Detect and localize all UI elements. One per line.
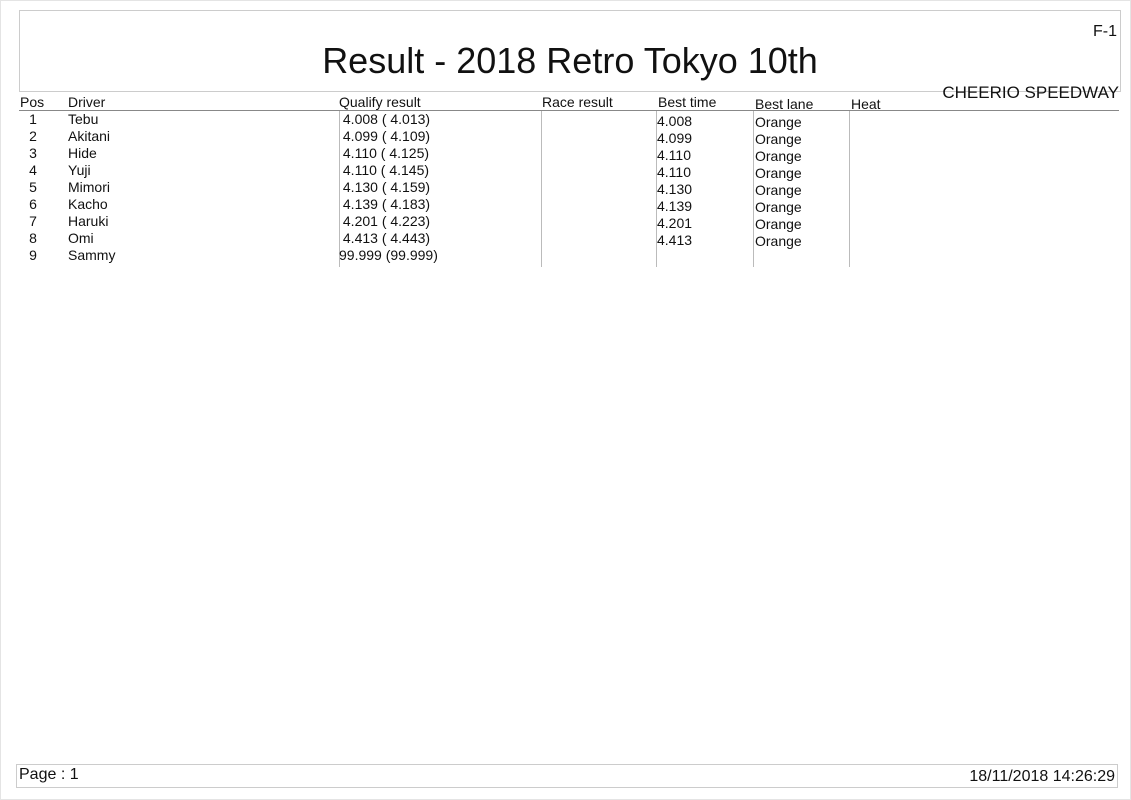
cell-best-time: 4.110 [657, 147, 691, 163]
column-header-driver: Driver [68, 94, 106, 110]
cell-qualify: 4.130 ( 4.159) [339, 179, 431, 195]
cell-best-time: 4.201 [657, 215, 693, 231]
cell-pos: 4 [29, 162, 37, 178]
cell-best-lane: Orange [755, 148, 802, 164]
cell-best-lane: Orange [755, 216, 802, 232]
report-title: Result - 2018 Retro Tokyo 10th [322, 40, 818, 81]
cell-best-time: 4.413 [657, 232, 693, 248]
column-divider [541, 111, 542, 267]
cell-best-time: 4.110 [657, 164, 691, 180]
column-header-best-lane: Best lane [755, 96, 814, 112]
cell-driver: Yuji [68, 162, 91, 178]
cell-best-lane: Orange [755, 114, 802, 130]
column-divider [656, 111, 657, 267]
cell-qualify: 4.110 ( 4.125) [339, 145, 430, 161]
report-footer: Page : 1 18/11/2018 14:26:29 [16, 764, 1118, 788]
cell-qualify: 4.413 ( 4.443) [339, 230, 431, 246]
column-header-race: Race result [542, 94, 613, 110]
cell-pos: 2 [29, 128, 37, 144]
cell-best-lane: Orange [755, 131, 802, 147]
cell-best-lane: Orange [755, 199, 802, 215]
cell-pos: 5 [29, 179, 37, 195]
cell-pos: 9 [29, 247, 37, 263]
cell-pos: 3 [29, 145, 37, 161]
cell-qualify: 4.099 ( 4.109) [339, 128, 431, 144]
cell-pos: 6 [29, 196, 37, 212]
header-divider [19, 110, 1119, 111]
cell-best-time: 4.099 [657, 130, 693, 146]
column-header-heat: Heat [851, 96, 881, 112]
cell-best-lane: Orange [755, 233, 802, 249]
sheet-id: F-1 [1093, 23, 1117, 40]
cell-driver: Tebu [68, 111, 99, 127]
cell-driver: Mimori [68, 179, 110, 195]
cell-qualify: 4.008 ( 4.013) [339, 111, 431, 127]
cell-qualify: 99.999 (99.999) [339, 247, 438, 263]
column-header-best-time: Best time [658, 94, 717, 110]
cell-driver: Omi [68, 230, 94, 246]
column-divider [339, 111, 340, 267]
cell-qualify: 4.139 ( 4.183) [339, 196, 431, 212]
report-header: Result - 2018 Retro Tokyo 10th F-1 CHEER… [19, 10, 1121, 102]
venue-name: CHEERIO SPEEDWAY [942, 83, 1119, 102]
cell-driver: Haruki [68, 213, 109, 229]
column-header-pos: Pos [20, 94, 45, 110]
cell-pos: 1 [29, 111, 37, 127]
cell-driver: Kacho [68, 196, 108, 212]
cell-driver: Hide [68, 145, 97, 161]
print-datetime: 18/11/2018 14:26:29 [969, 768, 1115, 785]
cell-best-lane: Orange [755, 165, 802, 181]
cell-best-lane: Orange [755, 182, 802, 198]
cell-driver: Akitani [68, 128, 111, 144]
cell-pos: 7 [29, 213, 37, 229]
column-header-qualify: Qualify result [339, 94, 421, 110]
cell-best-time: 4.130 [657, 181, 693, 197]
column-divider [753, 111, 754, 267]
cell-driver: Sammy [68, 247, 116, 263]
cell-pos: 8 [29, 230, 37, 246]
column-divider [849, 111, 850, 267]
cell-best-time: 4.139 [657, 198, 693, 214]
cell-best-time: 4.008 [657, 113, 693, 129]
page-number: Page : 1 [19, 766, 79, 783]
cell-qualify: 4.201 ( 4.223) [339, 213, 431, 229]
cell-qualify: 4.110 ( 4.145) [339, 162, 430, 178]
